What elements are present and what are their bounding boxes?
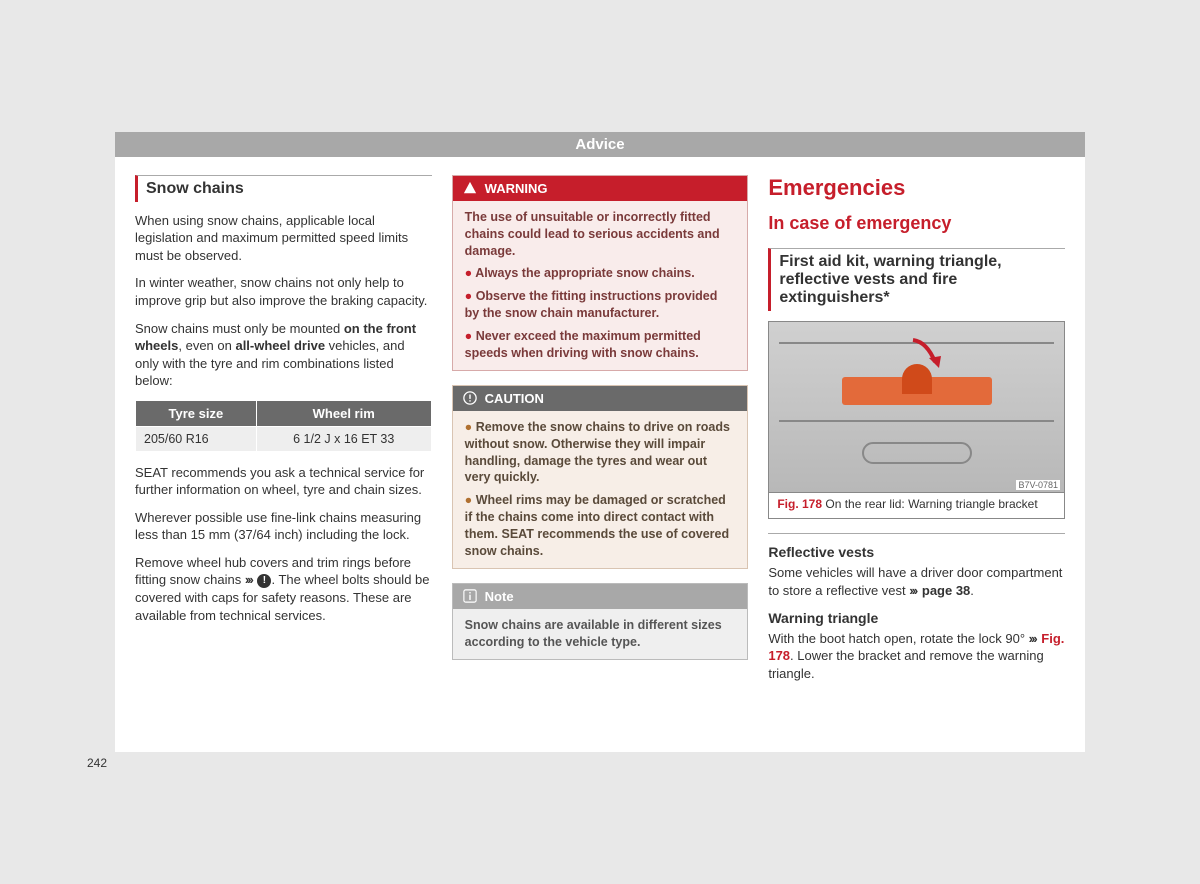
warning-label: WARNING [485, 181, 548, 196]
figure-image: B7V-0781 [769, 322, 1064, 492]
figure-line [779, 420, 1054, 422]
figure-caption: Fig. 178 On the rear lid: Warning triang… [769, 492, 1064, 519]
section-title-first-aid: First aid kit, warning triangle, reflect… [768, 248, 1065, 311]
text: , even on [178, 338, 235, 353]
warning-icon [463, 181, 477, 195]
figure-caption-text: On the rear lid: Warning triangle bracke… [822, 497, 1038, 511]
warning-bullet: ● Observe the fitting instructions provi… [465, 288, 736, 322]
warning-xref-icon: ! [257, 574, 271, 588]
page-number: 242 [87, 756, 107, 770]
column-1: Snow chains When using snow chains, appl… [135, 175, 432, 692]
paragraph: Snow chains must only be mounted on the … [135, 320, 432, 390]
warning-text: The use of unsuitable or incorrectly fit… [465, 209, 736, 260]
caution-icon [463, 391, 477, 405]
divider [768, 533, 1065, 534]
caution-bullet: ● Remove the snow chains to drive on roa… [465, 419, 736, 487]
note-icon [463, 589, 477, 603]
arrow-indicator-icon [909, 336, 949, 376]
caution-box: CAUTION ● Remove the snow chains to driv… [452, 385, 749, 569]
note-box: Note Snow chains are available in differ… [452, 583, 749, 660]
caution-body: ● Remove the snow chains to drive on roa… [453, 411, 748, 568]
warning-header: WARNING [453, 176, 748, 201]
note-text: Snow chains are available in different s… [465, 617, 736, 651]
heading-emergencies: Emergencies [768, 175, 1065, 201]
table-cell: 205/60 R16 [136, 426, 257, 451]
page-header: Advice [115, 132, 1085, 157]
caution-label: CAUTION [485, 391, 544, 406]
xref-icon: ››› [1029, 631, 1036, 646]
paragraph: When using snow chains, applicable local… [135, 212, 432, 265]
warning-box: WARNING The use of unsuitable or incorre… [452, 175, 749, 371]
section-title-snow-chains: Snow chains [135, 175, 432, 202]
paragraph: Some vehicles will have a driver door co… [768, 564, 1065, 599]
paragraph: SEAT recommends you ask a technical serv… [135, 464, 432, 499]
page: Advice Snow chains When using snow chain… [115, 132, 1085, 752]
page-container: 242 Advice Snow chains When using snow c… [79, 96, 1121, 788]
xref-icon: ››› [245, 572, 252, 587]
caution-bullet: ● Wheel rims may be damaged or scratched… [465, 492, 736, 560]
subheading-triangle: Warning triangle [768, 610, 1065, 626]
text: With the boot hatch open, rotate the loc… [768, 631, 1028, 646]
paragraph: With the boot hatch open, rotate the loc… [768, 630, 1065, 683]
text-bold: all-wheel drive [235, 338, 325, 353]
column-3: Emergencies In case of emergency First a… [768, 175, 1065, 692]
warning-bullet: ● Always the appropriate snow chains. [465, 265, 736, 282]
note-body: Snow chains are available in different s… [453, 609, 748, 659]
warning-bullet: ● Never exceed the maximum permitted spe… [465, 328, 736, 362]
content-columns: Snow chains When using snow chains, appl… [115, 157, 1085, 752]
figure-handle [862, 442, 972, 464]
subheading-reflective: Reflective vests [768, 544, 1065, 560]
note-label: Note [485, 589, 514, 604]
warning-body: The use of unsuitable or incorrectly fit… [453, 201, 748, 370]
page-ref: page 38 [922, 583, 970, 598]
heading-in-case: In case of emergency [768, 213, 1065, 234]
paragraph: In winter weather, snow chains not only … [135, 274, 432, 309]
figure-code: B7V-0781 [1016, 480, 1060, 490]
caution-header: CAUTION [453, 386, 748, 411]
table-cell: 6 1/2 J x 16 ET 33 [256, 426, 431, 451]
figure-container: B7V-0781 Fig. 178 On the rear lid: Warni… [768, 321, 1065, 520]
table-header: Wheel rim [256, 400, 431, 426]
tyre-table: Tyre size Wheel rim 205/60 R16 6 1/2 J x… [135, 400, 432, 452]
xref-icon: ››› [909, 583, 916, 598]
column-2: WARNING The use of unsuitable or incorre… [452, 175, 749, 692]
figure-label: Fig. 178 [777, 497, 822, 511]
paragraph: Wherever possible use fine-link chains m… [135, 509, 432, 544]
text: Snow chains must only be mounted [135, 321, 344, 336]
text: . [970, 583, 974, 598]
text: . Lower the bracket and remove the warni… [768, 648, 1043, 681]
table-header: Tyre size [136, 400, 257, 426]
note-header: Note [453, 584, 748, 609]
paragraph: Remove wheel hub covers and trim rings b… [135, 554, 432, 624]
